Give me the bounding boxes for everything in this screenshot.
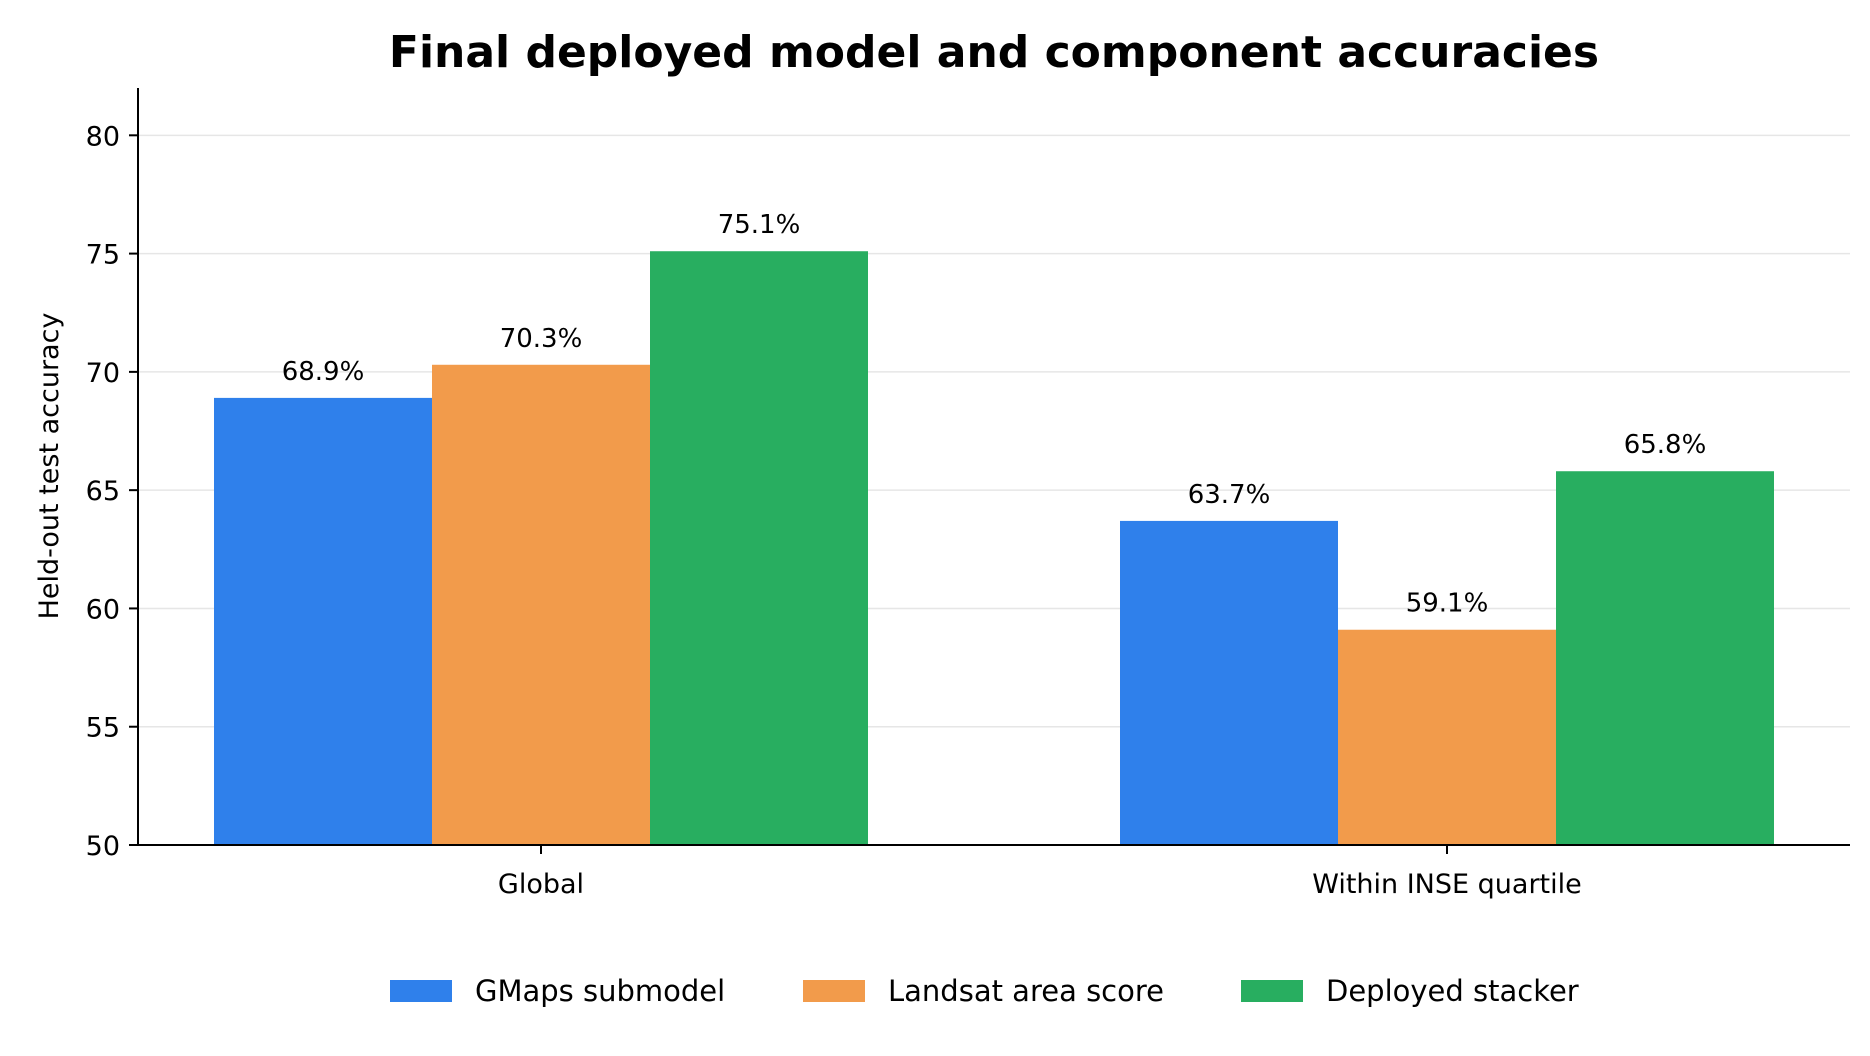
bar-value-label: 59.1% [1406, 589, 1489, 619]
chart-title: Final deployed model and component accur… [389, 27, 1599, 78]
y-tick-label: 50 [86, 831, 120, 862]
axes [137, 88, 1850, 846]
bar [1556, 471, 1774, 845]
legend-label: GMaps submodel [475, 974, 725, 1008]
y-axis-label: Held-out test accuracy [34, 313, 65, 620]
legend-swatch [1241, 980, 1303, 1002]
bar [214, 397, 432, 845]
legend-swatch [390, 980, 452, 1002]
bar [1338, 629, 1556, 845]
x-tick-label: Within INSE quartile [1312, 869, 1582, 900]
legend: GMaps submodel Landsat area score Deployed… [390, 974, 1579, 1008]
bar-value-label: 70.3% [500, 324, 583, 354]
bars [214, 251, 1774, 845]
bar-value-label: 75.1% [718, 210, 801, 240]
x-ticks: Global Within INSE quartile [498, 845, 1582, 900]
x-tick-label: Global [498, 869, 584, 900]
bar-value-label: 63.7% [1188, 480, 1271, 510]
y-ticks: 50 55 60 65 70 75 80 [86, 121, 138, 862]
bar-value-labels: 68.9% 63.7% 70.3% 59.1% 75.1% 65.8% [282, 210, 1707, 619]
bar-value-label: 68.9% [282, 357, 365, 387]
legend-swatch [803, 980, 865, 1002]
legend-label: Deployed stacker [1326, 974, 1579, 1008]
y-tick-label: 80 [86, 121, 120, 152]
bar [432, 364, 650, 845]
bar-value-label: 65.8% [1624, 430, 1707, 460]
bar [650, 251, 868, 845]
y-tick-label: 55 [86, 713, 120, 744]
legend-label: Landsat area score [888, 974, 1164, 1008]
y-tick-label: 75 [86, 240, 120, 271]
y-tick-label: 60 [86, 594, 120, 625]
y-tick-label: 65 [86, 476, 120, 507]
bar [1120, 520, 1338, 845]
y-tick-label: 70 [86, 358, 120, 389]
